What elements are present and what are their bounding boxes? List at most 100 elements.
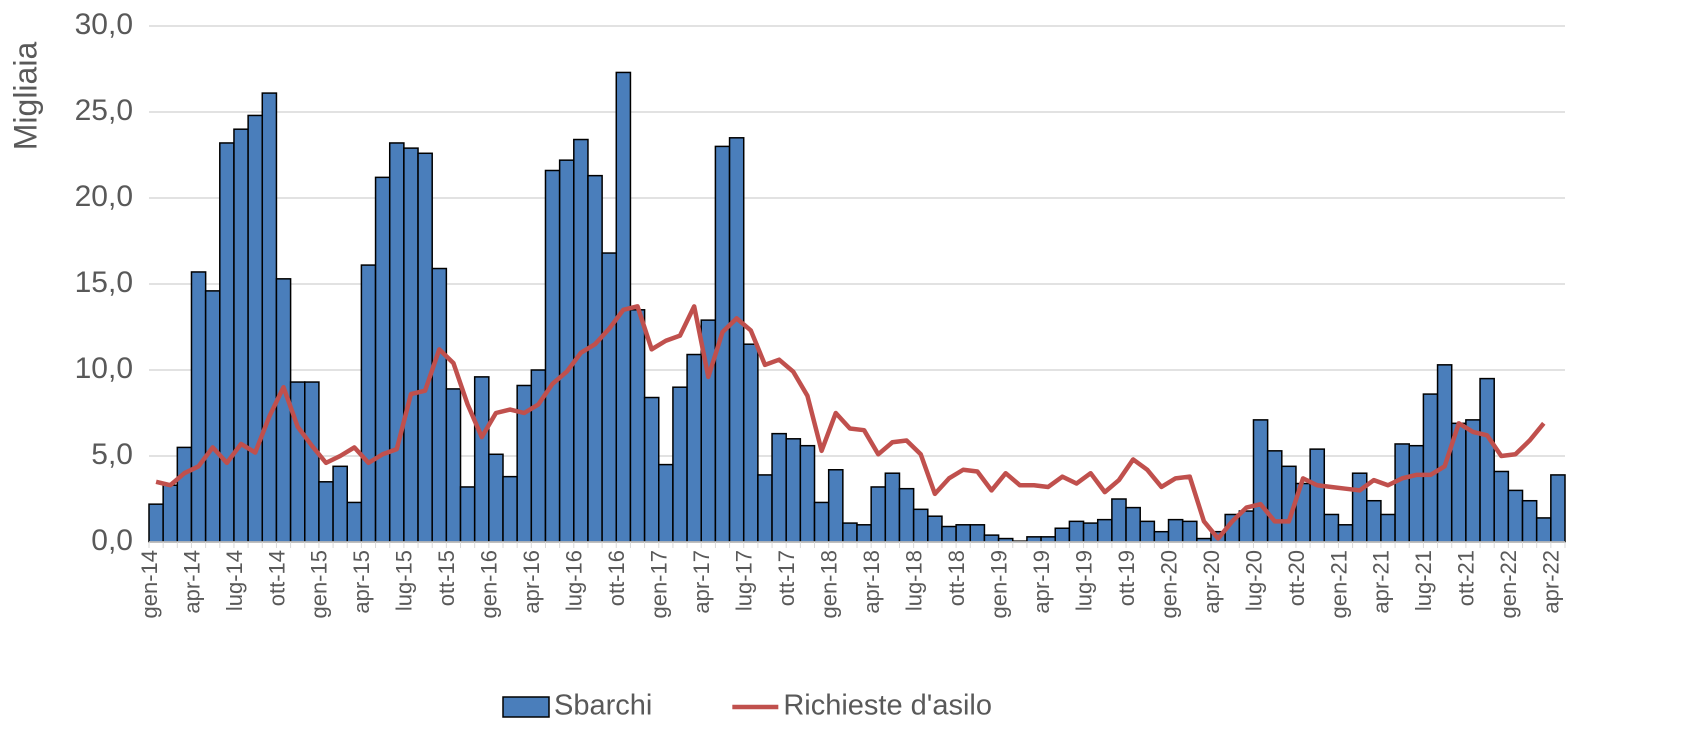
y-tick-label: 30,0: [75, 8, 133, 41]
bar: [488, 453, 504, 543]
bar: [573, 138, 589, 543]
bar: [601, 252, 618, 543]
bar: [558, 159, 575, 543]
bar: [289, 381, 306, 543]
bar: [757, 474, 773, 543]
bar: [912, 508, 929, 543]
y-axis-label: Migliaia: [7, 42, 43, 151]
x-tick-label: lug-15: [392, 550, 417, 611]
y-tick-label: 20,0: [75, 180, 133, 213]
bar: [1068, 520, 1085, 543]
x-tick-label: apr-15: [349, 550, 374, 614]
bar: [459, 486, 476, 543]
bar: [643, 396, 660, 543]
x-tick-label: ott-14: [264, 550, 289, 606]
x-tick-label: apr-18: [859, 550, 884, 614]
bar: [544, 169, 561, 543]
bar: [686, 353, 702, 543]
bar: [771, 432, 787, 543]
line: [155, 304, 1546, 541]
bar: [1380, 513, 1396, 543]
x-tick-label: gen-16: [477, 550, 502, 619]
bar: [346, 501, 363, 543]
x-tick-label: gen-14: [137, 550, 162, 619]
bar: [148, 503, 164, 543]
bar: [1351, 472, 1368, 543]
bar: [1465, 419, 1481, 543]
x-tick-label: gen-18: [816, 550, 841, 619]
x-tick-label: lug-16: [562, 550, 587, 611]
bar: [672, 386, 688, 543]
bar: [1040, 536, 1056, 543]
bar: [742, 343, 759, 543]
x-tick-label: lug-20: [1241, 550, 1266, 611]
bar: [884, 472, 901, 543]
bar: [1153, 530, 1170, 543]
bar: [502, 475, 518, 543]
bar: [445, 388, 462, 543]
bar: [1266, 450, 1283, 543]
x-tick-label: ott-15: [434, 550, 459, 606]
bar: [629, 309, 646, 543]
bar: [856, 524, 872, 543]
bar: [318, 481, 334, 543]
legend-label: Richieste d'asilo: [783, 690, 992, 722]
bar: [785, 438, 802, 543]
bar: [1054, 527, 1071, 543]
bar: [332, 465, 348, 543]
x-tick-label: lug-18: [901, 550, 926, 611]
bar: [1238, 510, 1255, 543]
bar: [1493, 470, 1510, 543]
x-tick-label: gen-17: [647, 550, 672, 619]
x-tick-label: lug-14: [222, 550, 247, 611]
bar: [870, 486, 887, 543]
bar: [1139, 520, 1156, 543]
bar: [1422, 393, 1439, 543]
x-tick-label: apr-21: [1369, 550, 1394, 614]
bar: [1323, 513, 1340, 543]
bar: [587, 174, 603, 543]
y-tick-label: 5,0: [91, 438, 133, 471]
y-tick-label: 15,0: [75, 266, 133, 299]
bar: [360, 264, 377, 543]
bar: [233, 128, 249, 543]
bar: [813, 501, 830, 543]
bar: [261, 92, 278, 543]
y-tick-label: 0,0: [91, 524, 133, 557]
bar: [417, 152, 433, 543]
x-tick-label: apr-17: [689, 550, 714, 614]
x-tick-label: gen-22: [1496, 550, 1521, 619]
bar: [388, 142, 405, 543]
bar: [431, 267, 448, 543]
x-tick-label: ott-21: [1454, 550, 1479, 606]
bar: [983, 534, 1000, 543]
y-tick-label: 25,0: [75, 94, 133, 127]
x-tick-label: gen-15: [307, 550, 332, 619]
bar: [374, 176, 391, 543]
bar: [898, 487, 915, 543]
x-tick-label: ott-18: [944, 550, 969, 606]
legend-label: Sbarchi: [554, 690, 652, 722]
x-tick-label: apr-16: [519, 550, 544, 614]
x-tick-label: ott-19: [1114, 550, 1139, 606]
x-tick-label: gen-20: [1156, 550, 1181, 619]
bar: [162, 484, 179, 543]
bar: [219, 142, 235, 543]
bar: [1507, 489, 1524, 543]
bar: [1181, 520, 1198, 543]
bar: [1366, 499, 1382, 543]
bar: [1309, 448, 1326, 543]
bar: [403, 147, 419, 543]
bar: [204, 290, 221, 543]
bar: [969, 524, 986, 543]
x-tick-label: gen-21: [1326, 550, 1351, 619]
bar: [1252, 419, 1269, 543]
x-tick-label: ott-16: [604, 550, 629, 606]
legend-swatch: [502, 696, 550, 718]
bar: [176, 446, 193, 543]
x-tick-label: ott-20: [1284, 550, 1309, 606]
x-tick-label: lug-19: [1071, 550, 1096, 611]
bar: [1337, 524, 1354, 543]
bar: [941, 525, 957, 543]
